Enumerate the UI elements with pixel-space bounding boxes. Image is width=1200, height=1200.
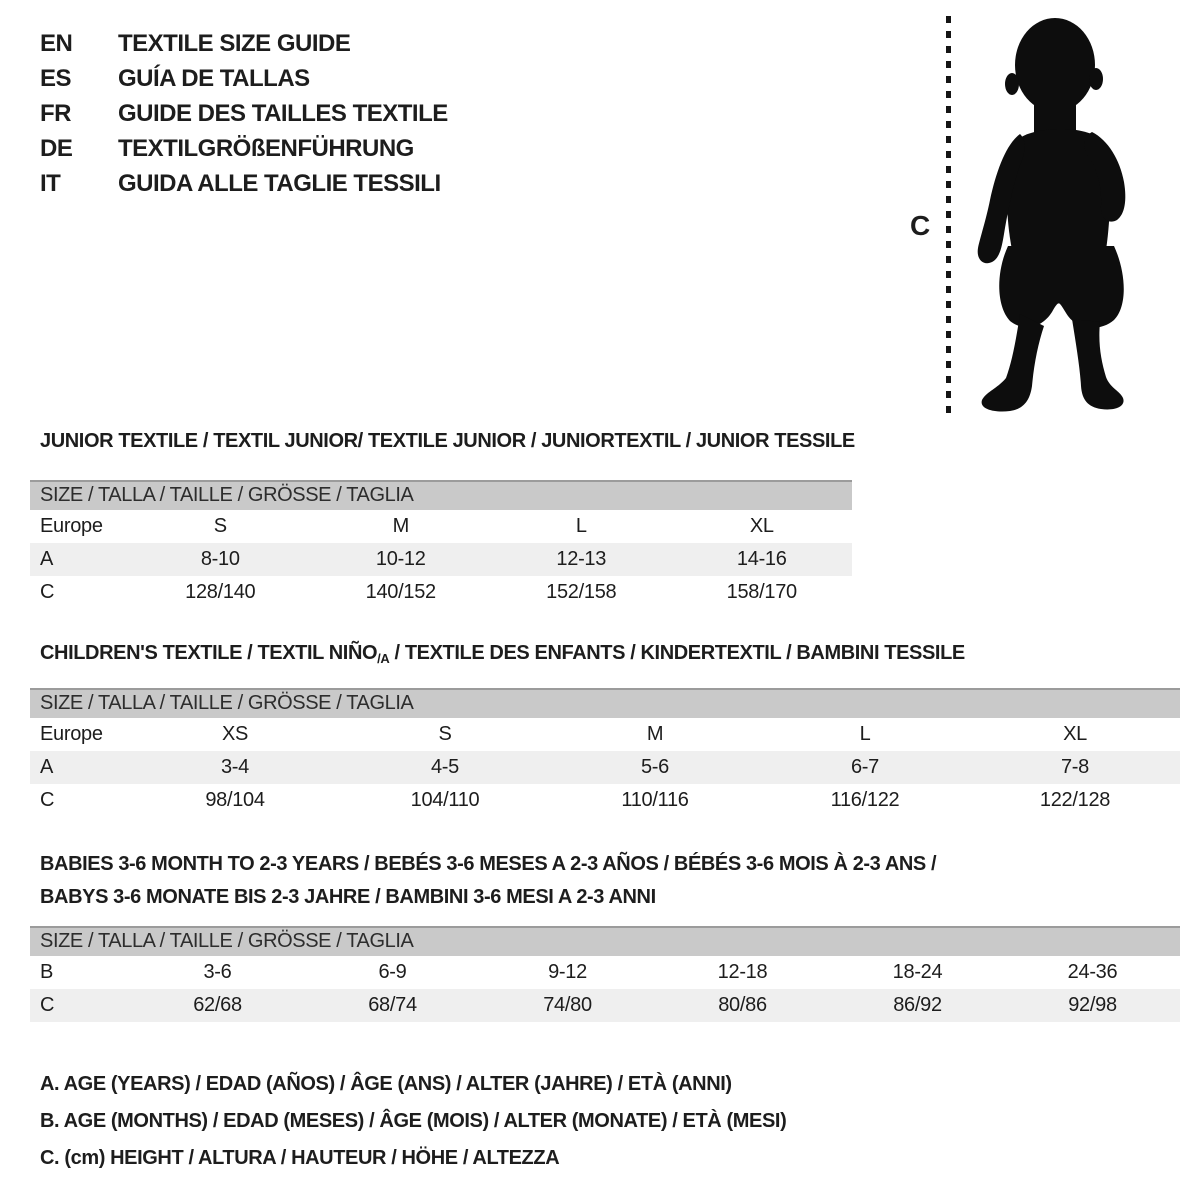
size-cell: S xyxy=(213,515,227,537)
months-cell: 9-12 xyxy=(548,961,587,983)
size-cell: M xyxy=(646,723,664,745)
children-title-sub: /A xyxy=(377,651,390,666)
age-cell: 14-16 xyxy=(736,548,787,570)
row-label: C xyxy=(40,789,55,811)
table-row-months: B 3-6 6-9 9-12 12-18 18-24 24-36 xyxy=(30,956,1180,989)
toddler-silhouette-icon xyxy=(977,18,1126,412)
months-cell: 18-24 xyxy=(892,961,943,983)
language-code: IT xyxy=(40,169,61,197)
age-cell: 5-6 xyxy=(640,756,669,778)
children-title-main: CHILDREN'S TEXTILE / TEXTIL NIÑO xyxy=(40,642,378,664)
row-label: B xyxy=(40,961,54,983)
size-cell: XL xyxy=(1063,723,1087,745)
height-cell: 122/128 xyxy=(1039,789,1111,811)
size-cell: L xyxy=(575,515,587,537)
size-cell: XL xyxy=(749,515,774,537)
table-row-height: C 128/140 140/152 152/158 158/170 xyxy=(30,576,852,609)
height-measure-label: C xyxy=(910,210,931,241)
height-cell: 158/170 xyxy=(726,581,798,603)
table-row-europe: Europe XS S M L XL xyxy=(30,718,1180,751)
language-code: ES xyxy=(40,64,72,92)
height-cell: 140/152 xyxy=(365,581,437,603)
row-label: A xyxy=(40,756,54,778)
age-cell: 7-8 xyxy=(1060,756,1089,778)
babies-title-line1: BABIES 3-6 MONTH TO 2-3 YEARS / BEBÉS 3-… xyxy=(40,853,937,875)
row-label: Europe xyxy=(40,723,103,745)
age-cell: 4-5 xyxy=(430,756,459,778)
height-cell: 128/140 xyxy=(185,581,256,603)
footnotes: A. AGE (YEARS) / EDAD (AÑOS) / ÂGE (ANS)… xyxy=(40,1066,787,1177)
months-cell: 3-6 xyxy=(203,961,232,983)
language-row-de: DE TEXTILGRÖßENFÜHRUNG xyxy=(40,131,448,166)
height-cell: 74/80 xyxy=(543,994,592,1016)
language-code: EN xyxy=(40,29,73,57)
footnote-age-years: A. AGE (YEARS) / EDAD (AÑOS) / ÂGE (ANS)… xyxy=(40,1073,732,1095)
language-row-es: ES GUÍA DE TALLAS xyxy=(40,61,448,96)
age-cell: 10-12 xyxy=(375,548,426,570)
table-row-age: A 8-10 10-12 12-13 14-16 xyxy=(30,543,852,576)
language-code: DE xyxy=(40,134,73,162)
size-cell: XS xyxy=(221,723,249,745)
children-size-table: SIZE / TALLA / TAILLE / GRÖSSE / TAGLIA … xyxy=(30,688,1180,817)
height-cell: 86/92 xyxy=(893,994,942,1016)
row-label: Europe xyxy=(40,515,103,537)
table-row-height: C 98/104 104/110 110/116 116/122 122/128 xyxy=(30,784,1180,817)
height-cell: 92/98 xyxy=(1068,994,1117,1016)
size-cell: L xyxy=(859,723,871,745)
size-cell: M xyxy=(392,515,410,537)
footnote-height: C. (cm) HEIGHT / ALTURA / HAUTEUR / HÖHE… xyxy=(40,1147,560,1169)
height-cell: 98/104 xyxy=(205,789,265,811)
height-cell: 80/86 xyxy=(718,994,767,1016)
babies-title-line2: BABYS 3-6 MONATE BIS 2-3 JAHRE / BAMBINI… xyxy=(40,886,656,908)
junior-section-title: JUNIOR TEXTILE / TEXTIL JUNIOR/ TEXTILE … xyxy=(40,430,855,452)
age-cell: 6-7 xyxy=(850,756,879,778)
height-dashed-line xyxy=(946,16,951,416)
language-title: TEXTILGRÖßENFÜHRUNG xyxy=(118,134,414,162)
row-label: C xyxy=(40,581,55,603)
language-title: TEXTILE SIZE GUIDE xyxy=(118,29,351,57)
junior-size-header: SIZE / TALLA / TAILLE / GRÖSSE / TAGLIA xyxy=(30,480,852,510)
age-cell: 3-4 xyxy=(220,756,249,778)
language-row-fr: FR GUIDE DES TAILLES TEXTILE xyxy=(40,96,448,131)
table-row-height: C 62/68 68/74 74/80 80/86 86/92 92/98 xyxy=(30,989,1180,1022)
row-label: A xyxy=(40,548,54,570)
language-title: GUIDA ALLE TAGLIE TESSILI xyxy=(118,169,441,197)
months-cell: 12-18 xyxy=(717,961,768,983)
table-row-europe: Europe S M L XL xyxy=(30,510,852,543)
age-cell: 8-10 xyxy=(200,548,240,570)
babies-size-table: SIZE / TALLA / TAILLE / GRÖSSE / TAGLIA … xyxy=(30,926,1180,1022)
language-row-it: IT GUIDA ALLE TAGLIE TESSILI xyxy=(40,166,448,201)
height-cell: 152/158 xyxy=(546,581,617,603)
language-title: GUÍA DE TALLAS xyxy=(118,64,310,92)
height-cell: 110/116 xyxy=(621,789,689,811)
children-section-title: CHILDREN'S TEXTILE / TEXTIL NIÑO/A / TEX… xyxy=(40,642,965,666)
junior-size-table: SIZE / TALLA / TAILLE / GRÖSSE / TAGLIA … xyxy=(30,480,852,609)
babies-size-header: SIZE / TALLA / TAILLE / GRÖSSE / TAGLIA xyxy=(30,926,1180,956)
language-list: EN TEXTILE SIZE GUIDE ES GUÍA DE TALLAS … xyxy=(40,26,448,201)
language-row-en: EN TEXTILE SIZE GUIDE xyxy=(40,26,448,61)
height-cell: 104/110 xyxy=(410,789,480,811)
height-cell: 116/122 xyxy=(830,789,900,811)
height-cell: 68/74 xyxy=(368,994,417,1016)
height-cell: 62/68 xyxy=(193,994,242,1016)
months-cell: 24-36 xyxy=(1067,961,1118,983)
children-size-header: SIZE / TALLA / TAILLE / GRÖSSE / TAGLIA xyxy=(30,688,1180,718)
table-row-age: A 3-4 4-5 5-6 6-7 7-8 xyxy=(30,751,1180,784)
babies-section-title: BABIES 3-6 MONTH TO 2-3 YEARS / BEBÉS 3-… xyxy=(40,848,937,914)
language-code: FR xyxy=(40,99,72,127)
language-title: GUIDE DES TAILLES TEXTILE xyxy=(118,99,448,127)
children-title-rest: / TEXTILE DES ENFANTS / KINDERTEXTIL / B… xyxy=(389,642,966,664)
footnote-age-months: B. AGE (MONTHS) / EDAD (MESES) / ÂGE (MO… xyxy=(40,1110,787,1132)
months-cell: 6-9 xyxy=(378,961,407,983)
row-label: C xyxy=(40,994,55,1016)
age-cell: 12-13 xyxy=(556,548,607,570)
size-cell: S xyxy=(438,723,452,745)
